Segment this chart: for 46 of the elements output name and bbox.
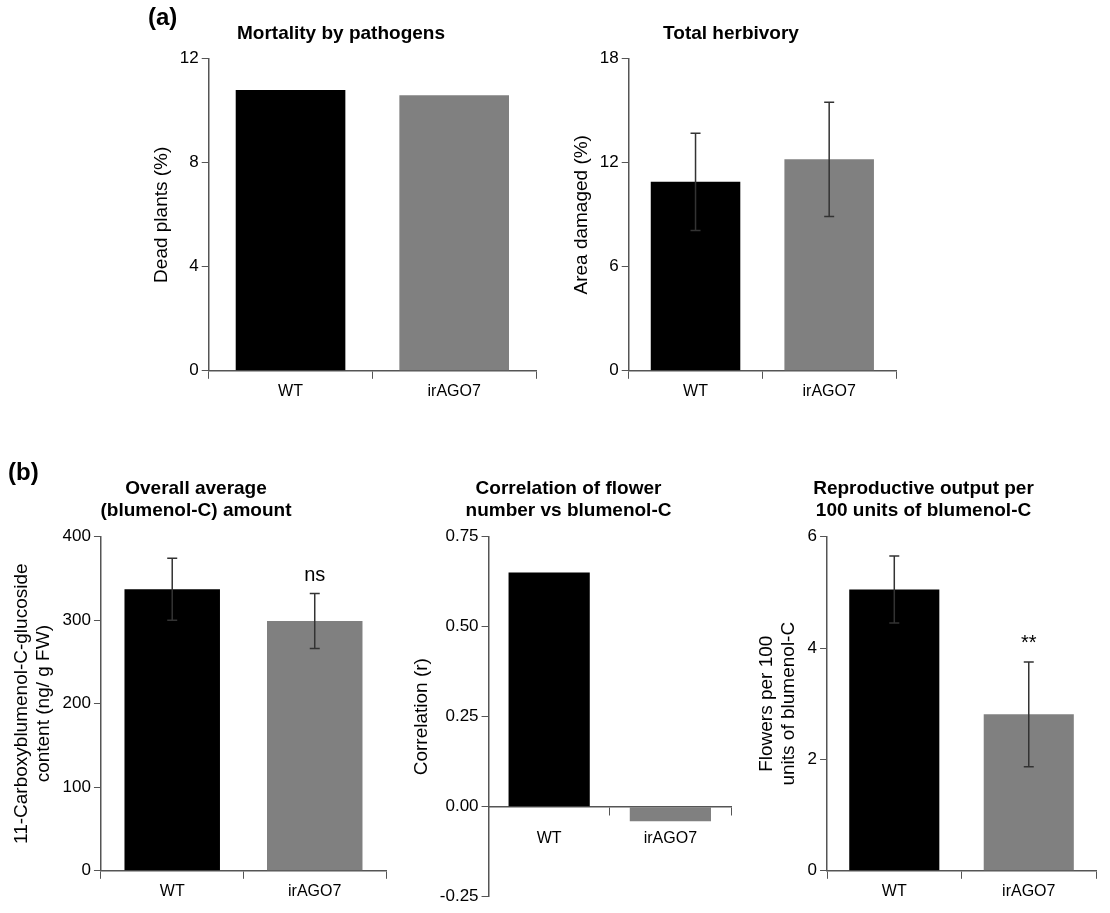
x-tick-label: WT — [278, 381, 304, 399]
y-tick-label: 200 — [62, 693, 91, 713]
y-tick-label: 0.00 — [445, 796, 479, 816]
y-tick-label: 0.25 — [445, 706, 479, 726]
y-tick-label: 0 — [189, 360, 199, 380]
y-tick-label: 0 — [81, 860, 91, 880]
y-axis-title: Correlation (r) — [409, 658, 431, 776]
y-axis-title: 11-Carboxyblumenol-C-glucoside content (ng/ g FW) — [9, 563, 54, 844]
y-axis-title: Dead plants (%) — [149, 146, 171, 283]
x-tick-label: WT — [536, 828, 562, 846]
chart-title: Overall average (blumenol-C) amount — [100, 476, 293, 521]
annotation: ** — [1020, 631, 1037, 654]
chart-title: Reproductive output per 100 units of blumenol-C — [813, 476, 1035, 521]
y-tick-label: 0 — [609, 360, 619, 380]
y-tick-label: 400 — [62, 526, 91, 546]
y-tick-label: 8 — [189, 152, 199, 172]
y-tick-label: 4 — [189, 256, 199, 276]
chart-title: Correlation of flower number vs blumenol-C — [465, 476, 672, 521]
y-tick-label: 0 — [807, 860, 818, 880]
y-tick-label: 0.50 — [445, 616, 479, 636]
x-tick-label: WT — [683, 381, 709, 399]
x-tick-label: WT — [881, 881, 907, 899]
y-axis-title: Area damaged (%) — [569, 135, 591, 295]
y-tick-label: 2 — [807, 749, 818, 769]
y-tick-label: 0.75 — [445, 526, 479, 546]
chart-title: Total herbivory — [663, 21, 800, 43]
x-tick-label: irAGO7 — [802, 381, 856, 399]
y-tick-label: 12 — [179, 48, 199, 68]
y-tick-label: 4 — [807, 637, 818, 657]
y-tick-label: 100 — [62, 776, 91, 796]
x-tick-label: irAGO7 — [1002, 881, 1056, 899]
y-tick-label: 6 — [807, 526, 818, 546]
chart-title: Mortality by pathogens — [237, 21, 445, 43]
y-axis-title: Flowers per 100 units of blumenol-C — [754, 621, 799, 786]
x-tick-label: irAGO7 — [427, 381, 481, 399]
x-tick-label: irAGO7 — [643, 828, 698, 846]
y-tick-label: 6 — [609, 256, 619, 276]
y-tick-label: 18 — [599, 48, 619, 68]
y-tick-label: 300 — [62, 609, 91, 629]
text: (a) — [148, 2, 178, 30]
y-tick-label: 12 — [599, 152, 619, 172]
x-tick-label: WT — [159, 881, 185, 899]
y-tick-label: -0.25 — [439, 886, 479, 906]
x-tick-label: irAGO7 — [288, 881, 342, 899]
annotation: ns — [304, 562, 326, 585]
text: (b) — [8, 457, 39, 485]
